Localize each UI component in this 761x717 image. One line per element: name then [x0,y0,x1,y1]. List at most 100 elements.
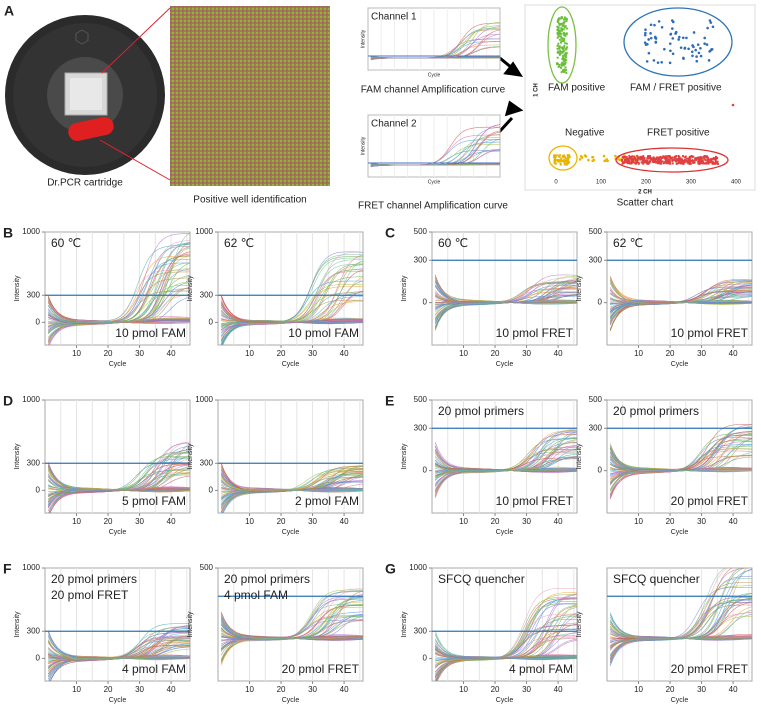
x-tick-label: 10 [245,349,254,358]
scatter-point [664,161,667,164]
x-tick-label: 10 [245,517,254,526]
well-image [170,6,330,186]
scatter-point [566,163,569,166]
x-tick-label: 10 [72,517,81,526]
scatter-point [667,159,670,162]
scatter-point [652,158,655,161]
y-tick-label: 1000 [22,563,40,572]
plot-label: 10 pmol FAM [115,326,186,340]
scatter-point [677,160,680,163]
scatter-point [558,47,561,50]
scatter-point [642,160,645,163]
axis-label: Cycle [671,697,689,704]
x-tick-label: 40 [729,517,738,526]
scatter-point [563,46,566,49]
scatter-point [663,47,666,51]
scatter-point [691,44,694,47]
axis-label: Cycle [671,361,689,368]
scatter-point [553,158,556,161]
plot-label: 60 ℃ [438,236,468,250]
axis-label: 1 CH [534,83,540,97]
scatter-point [560,29,563,32]
group-outline [615,147,729,173]
scatter-point [668,156,671,159]
plot-label: 4 pmol FAM [509,662,573,676]
scatter-point [559,49,562,52]
scatter-point [643,159,646,162]
curve [47,246,190,334]
axis-label: Intensity [14,275,21,302]
scatter-point [677,158,680,161]
x-tick-label: 100 [596,180,607,186]
group-outline [623,7,733,77]
scatter-point [673,158,676,161]
scatter-point [657,20,661,23]
x-tick-label: 10 [72,349,81,358]
scatter-point [698,162,701,165]
scatter-point [688,155,691,158]
y-tick-label: 0 [36,654,41,663]
scatter-point [558,22,561,25]
axis-label: Intensity [576,275,583,302]
plot-label: 10 pmol FRET [496,494,574,508]
curve [370,57,500,60]
scatter-point [711,157,714,160]
scatter-point [565,33,568,36]
scatter-point [639,158,642,161]
scatter-point [560,157,563,160]
curve [609,568,733,651]
scatter-point [648,156,651,159]
curve [47,639,190,660]
scatter-point [565,42,568,45]
scatter-point [566,160,569,163]
scatter-point [711,161,714,164]
scatter-point [557,65,560,68]
scatter-point [653,23,656,27]
scatter-point [671,52,675,56]
scatter-point [643,156,646,159]
scatter-point [564,163,567,166]
scatter-point [627,161,630,164]
scatter-point [646,159,649,162]
x-tick-label: 40 [554,517,563,526]
scatter-point [679,162,682,165]
scatter-point [556,56,559,59]
scatter-point [564,157,567,160]
scatter-point [556,51,559,54]
scatter-point [675,159,678,162]
x-tick-label: 30 [522,517,531,526]
scatter-point [559,17,562,20]
scatter-point [668,42,672,45]
curves [609,568,752,667]
curve [47,259,190,334]
scatter-point [556,44,559,47]
scatter-point [560,46,563,49]
x-tick-label: 30 [697,349,706,358]
x-tick-label: 400 [731,180,742,186]
scatter-point [565,18,568,21]
scatter-point [643,33,647,37]
curve [434,282,577,322]
scatter-point [563,156,566,159]
scatter-point [587,158,590,162]
scatter-point [646,161,649,164]
curve [435,469,577,474]
x-tick-label: 20 [666,685,675,694]
scatter-point [654,36,657,40]
x-tick-label: 0 [554,180,558,186]
curve [48,635,190,668]
scatter-point [557,35,560,38]
scatter-point [630,160,633,163]
scatter-point [706,26,709,30]
scatter-point [687,162,690,165]
curve [610,283,752,305]
scatter-point [562,154,565,157]
curves [609,424,752,500]
scatter-point [567,156,570,159]
scatter-point [614,154,617,158]
scatter-point [681,160,684,163]
curve [434,629,577,679]
scatter-point [671,20,675,24]
scatter-point [699,159,702,162]
scatter-point [656,61,660,64]
